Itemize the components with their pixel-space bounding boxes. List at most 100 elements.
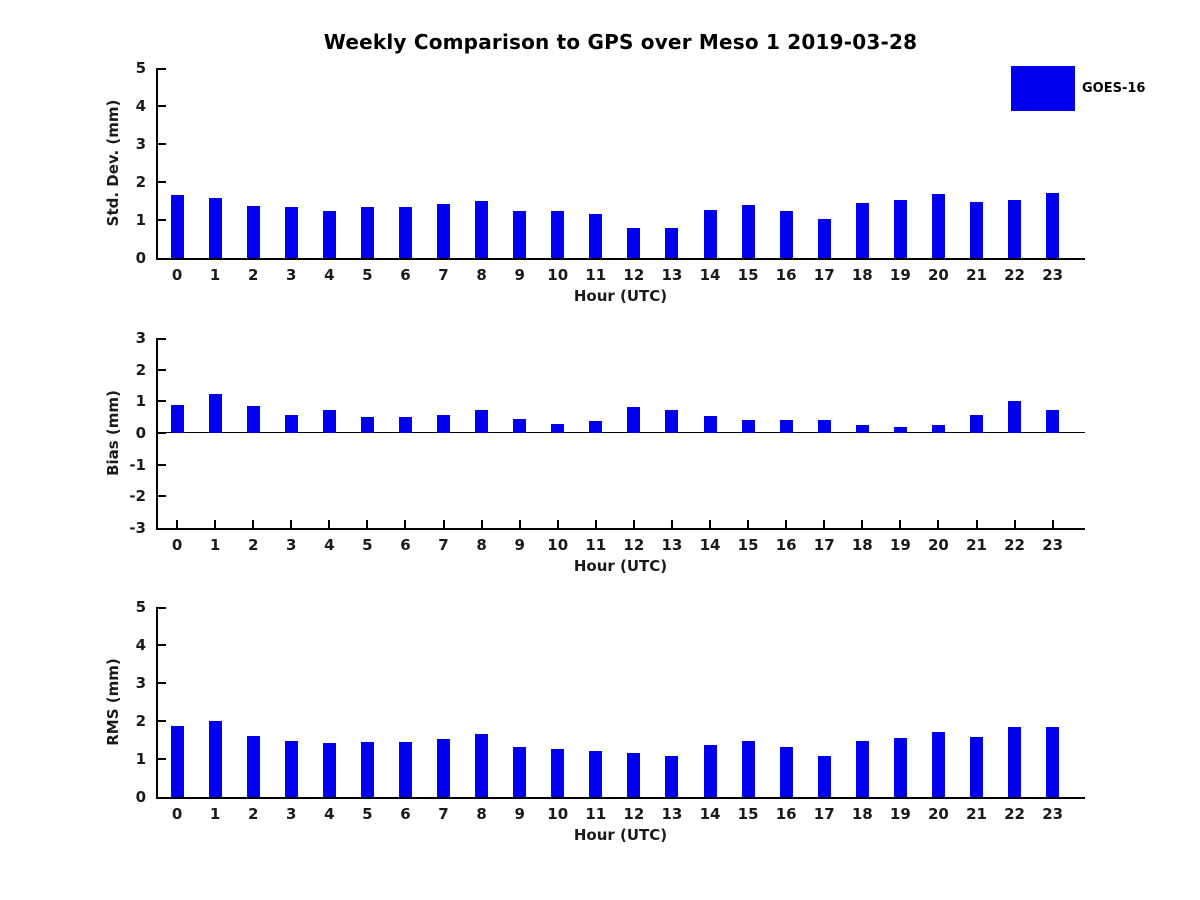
bias-bar-h11 — [589, 420, 603, 433]
x-tick-label: 12 — [623, 536, 645, 554]
legend: GOES-16 — [1011, 66, 1145, 111]
y-tick-mark — [158, 400, 166, 403]
bias-bar-h15 — [741, 420, 755, 433]
x-tick-mark — [404, 520, 407, 528]
bias-bar-h5 — [360, 416, 374, 433]
rms-bar-h18 — [855, 741, 869, 797]
x-tick-label: 16 — [775, 266, 797, 284]
x-tick-label: 9 — [514, 536, 525, 554]
y-tick-mark — [158, 105, 166, 107]
zero-line — [158, 432, 1085, 433]
stddev-bar-h16 — [779, 210, 793, 258]
y-tick-label: 0 — [135, 249, 146, 267]
rms-bar-h4 — [322, 742, 336, 797]
y-tick-mark — [158, 644, 166, 646]
stddev-bar-h8 — [475, 200, 489, 258]
x-tick-label: 21 — [966, 266, 987, 284]
x-tick-label: 3 — [286, 536, 297, 554]
legend-label-goes16: GOES-16 — [1082, 81, 1146, 96]
x-tick-label: 14 — [699, 805, 721, 823]
x-tick-label: 19 — [889, 805, 911, 823]
stddev-bar-h4 — [322, 210, 336, 258]
rms-bar-h8 — [475, 733, 489, 797]
x-tick-label: 1 — [209, 536, 221, 554]
x-tick-label: 7 — [438, 536, 449, 554]
stddev-bar-h2 — [246, 205, 260, 258]
legend-swatch-goes16 — [1011, 66, 1075, 111]
rms-bar-h13 — [665, 755, 679, 797]
x-tick-label: 17 — [813, 266, 835, 284]
y-tick-label: 4 — [135, 636, 146, 654]
y-tick-mark — [158, 181, 166, 183]
stddev-plot: 0 1 2 3 4 5 0 1 2 3 4 5 6 7 8 9 10 11 12 13 14 15 16 17 18 19 20 21… — [136, 59, 1085, 284]
stddev-bar-h21 — [970, 202, 983, 258]
x-tick-mark — [1051, 520, 1054, 528]
y-tick-mark — [158, 338, 166, 340]
bias-bar-h18 — [855, 425, 869, 433]
x-tick-label: 11 — [585, 805, 607, 823]
stddev-bar-h22 — [1008, 199, 1022, 258]
x-tick-mark — [747, 520, 750, 528]
stddev-bar-h18 — [855, 202, 869, 258]
rms-bar-h1 — [208, 721, 222, 797]
x-tick-mark — [1013, 520, 1016, 528]
rms-bar-h22 — [1008, 727, 1022, 797]
y-tick-label: 5 — [135, 59, 146, 77]
x-tick-label: 9 — [514, 805, 525, 823]
x-tick-label: 17 — [813, 536, 835, 554]
x-tick-label: 3 — [286, 266, 297, 284]
bias-x-axis-label: Hour (UTC) — [573, 557, 668, 575]
bias-bar-h14 — [703, 416, 717, 433]
x-tick-label: 19 — [889, 266, 911, 284]
x-tick-mark — [328, 520, 331, 528]
x-tick-label: 10 — [547, 536, 569, 554]
x-tick-label: 17 — [813, 805, 835, 823]
x-tick-label: 0 — [171, 805, 183, 823]
x-tick-label: 14 — [699, 266, 721, 284]
rms-bar-h6 — [398, 741, 412, 797]
x-tick-label: 2 — [247, 805, 259, 823]
bias-bar-h4 — [322, 410, 336, 433]
bias-bar-h1 — [208, 394, 222, 433]
y-tick-mark — [158, 463, 166, 466]
y-tick-mark — [158, 368, 166, 371]
bias-bar-h13 — [665, 410, 679, 433]
x-tick-label: 8 — [476, 266, 487, 284]
x-tick-label: 10 — [547, 805, 569, 823]
y-tick-mark — [158, 495, 166, 498]
x-tick-mark — [366, 520, 369, 528]
x-tick-label: 19 — [889, 536, 911, 554]
x-tick-label: 15 — [737, 805, 759, 823]
y-tick-label: -1 — [129, 455, 146, 474]
x-tick-label: 12 — [623, 805, 645, 823]
bias-bar-h12 — [627, 406, 641, 433]
x-tick-label: 22 — [1004, 266, 1025, 284]
bias-bar-h7 — [437, 414, 451, 433]
x-tick-label: 9 — [514, 266, 525, 284]
stddev-bar-h19 — [893, 199, 907, 258]
y-tick-label: 1 — [135, 211, 146, 229]
x-tick-mark — [632, 520, 635, 528]
stddev-bar-h9 — [513, 210, 527, 258]
bias-bar-h6 — [398, 416, 412, 433]
x-tick-label: 1 — [209, 266, 221, 284]
bias-bar-h8 — [475, 410, 489, 433]
x-tick-label: 11 — [585, 536, 607, 554]
rms-bar-h9 — [513, 746, 527, 797]
bias-bar-h17 — [817, 419, 831, 433]
bias-bar-h9 — [513, 419, 527, 433]
x-tick-label: 6 — [400, 805, 411, 823]
stddev-bar-h23 — [1046, 193, 1060, 258]
bias-bar-h0 — [170, 404, 184, 433]
rms-bar-h2 — [246, 736, 260, 797]
x-tick-mark — [670, 520, 673, 528]
x-tick-mark — [709, 520, 711, 528]
x-tick-label: 4 — [324, 266, 335, 284]
x-tick-label: 18 — [851, 266, 873, 284]
y-tick-label: -2 — [129, 487, 146, 506]
y-tick-mark — [158, 219, 166, 221]
bias-bar-h10 — [551, 424, 565, 433]
rms-bar-h23 — [1046, 727, 1060, 797]
y-tick-mark — [158, 432, 166, 434]
